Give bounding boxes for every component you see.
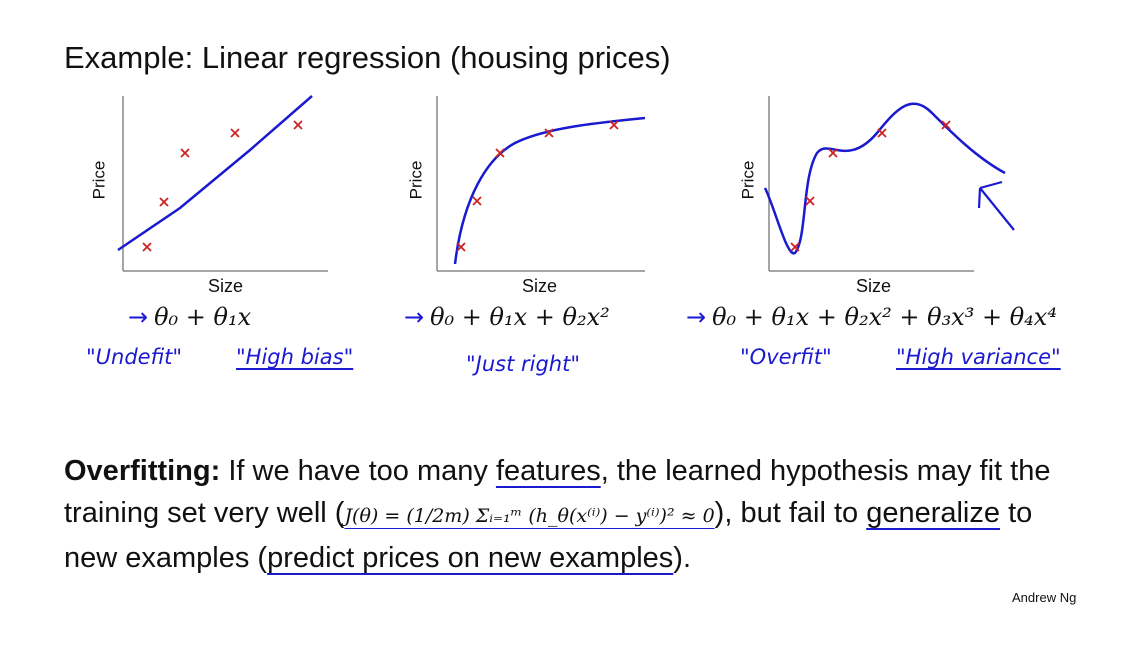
quartic-fit-curve (763, 102, 1006, 255)
formula-1: → θ₀ + θ₁x (128, 303, 252, 331)
underfit-plot-svg (117, 95, 328, 272)
features-word: features (495, 455, 601, 487)
underfit-plot (90, 88, 330, 303)
linear-fit-curve (117, 95, 313, 252)
generalize-word: generalize (866, 497, 1001, 529)
formula-3: → θ₀ + θ₁x + θ₂x² + θ₃x³ + θ₄x⁴ (686, 303, 1057, 331)
arrow-icon: → (128, 303, 149, 331)
author-credit: Andrew Ng (1012, 590, 1077, 605)
hand-arrow-icon (977, 180, 1015, 231)
y-axis-label-2: Price (406, 160, 426, 200)
y-axis-label-3: Price (738, 160, 758, 200)
training-points (142, 120, 303, 252)
note-underfit: "Undefit" (86, 345, 183, 369)
x-axis-label-2: Size (522, 276, 558, 296)
note-high-variance: "High variance" (896, 345, 1061, 369)
arrow-icon: → (686, 303, 707, 331)
note-overfit: "Overfit" (740, 345, 832, 369)
note-just-right: "Just right" (466, 352, 581, 376)
overfit-plot-svg (763, 96, 1015, 272)
predict-phrase: predict prices on new examples (267, 542, 674, 574)
cost-equation: J(θ) = (1/2m) Σᵢ₌₁ᵐ (h_θ(x⁽ⁱ⁾) − y⁽ⁱ⁾)² … (344, 505, 715, 527)
just-right-plot-svg (436, 96, 646, 272)
overfitting-paragraph: Overfitting: If we have too many feature… (64, 455, 1051, 574)
note-high-bias: "High bias" (236, 345, 354, 369)
quadratic-fit-curve (453, 116, 646, 265)
overfit-plot (737, 88, 1027, 303)
formula-2: → θ₀ + θ₁x + θ₂x² (404, 303, 610, 331)
slide-title: Example: Linear regression (housing pric… (64, 40, 671, 75)
just-right-plot (405, 88, 646, 303)
training-points (790, 120, 951, 252)
x-axis-label-1: Size (208, 276, 244, 296)
x-axis-label-3: Size (856, 276, 892, 296)
arrow-icon: → (404, 303, 425, 331)
y-axis-label-1: Price (89, 160, 109, 200)
overfitting-heading: Overfitting: (64, 455, 221, 487)
training-points (456, 120, 619, 252)
